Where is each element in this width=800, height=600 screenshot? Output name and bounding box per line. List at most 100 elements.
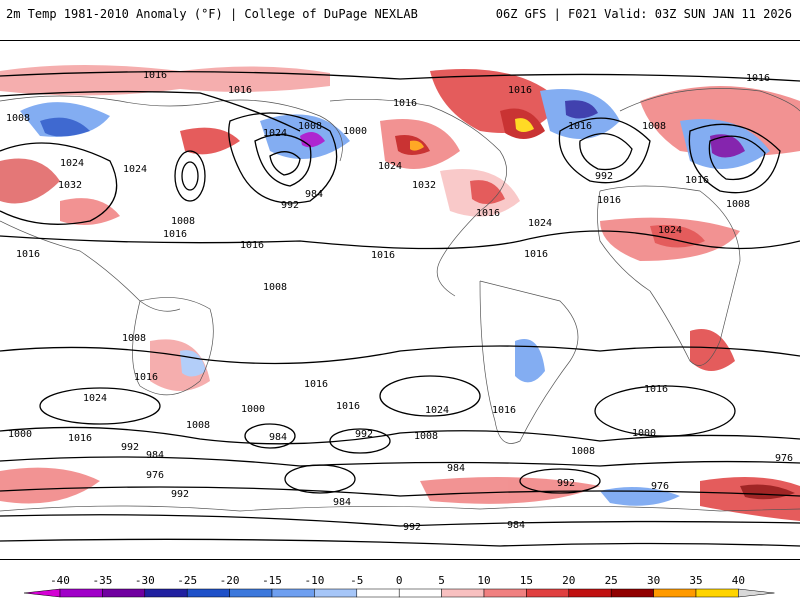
isobar-label: 976 xyxy=(651,481,669,492)
isobar-label: 1008 xyxy=(298,121,322,132)
isobar-label: 1016 xyxy=(685,175,709,186)
isobar-line xyxy=(174,150,206,202)
isobar-label: 1016 xyxy=(163,229,187,240)
map-title: 2m Temp 1981-2010 Anomaly (°F) | College… xyxy=(6,7,418,21)
isobar-label: 1016 xyxy=(393,98,417,109)
south-america-cool xyxy=(515,339,545,383)
isobar-label: 1000 xyxy=(241,404,265,415)
asia-south-coast xyxy=(0,220,181,312)
isobar-label: 1024 xyxy=(378,161,402,172)
colorbar-swatch xyxy=(526,588,570,598)
isobar-label: 984 xyxy=(269,432,287,443)
isobar-label: 1008 xyxy=(414,431,438,442)
isobar-label: 984 xyxy=(305,189,323,200)
colorbar-tick-label: 0 xyxy=(396,574,403,587)
colorbar-tick-label: 35 xyxy=(689,574,702,587)
model-run-info: 06Z GFS | F021 Valid: 03Z SUN JAN 11 202… xyxy=(495,7,792,21)
europe-coast xyxy=(619,88,800,112)
isobar-label: 1016 xyxy=(568,121,592,132)
isobar-label: 992 xyxy=(403,522,421,533)
isobar-label: 1016 xyxy=(644,384,668,395)
isobar-label: 1008 xyxy=(171,216,195,227)
isobar-line xyxy=(0,538,800,547)
kamchatka-warm-anomaly xyxy=(180,127,240,155)
siberia-strong-cold-anomaly xyxy=(40,117,90,137)
colorbar-tick-label: -30 xyxy=(135,574,155,587)
isobar-label: 1008 xyxy=(263,282,287,293)
isobar-line xyxy=(0,486,800,497)
coastlines xyxy=(0,88,800,512)
colorbar-swatch xyxy=(186,588,230,598)
isobar-label: 1016 xyxy=(143,70,167,81)
south-america-coast xyxy=(479,280,579,444)
colorbar-tick-label: -5 xyxy=(350,574,363,587)
isobar-line xyxy=(0,514,800,527)
colorbar-swatch xyxy=(271,588,315,598)
isobar-label: 1016 xyxy=(371,250,395,261)
isobar-line xyxy=(558,117,651,184)
isobar-line xyxy=(0,426,800,445)
colorbar-tick-label: 15 xyxy=(520,574,533,587)
colorbar-tick-label: -10 xyxy=(304,574,324,587)
central-asia-warm-anomaly xyxy=(0,158,60,204)
europe-strong-cold xyxy=(710,134,745,158)
isobar-label: 992 xyxy=(557,478,575,489)
colorbar-max-arrow xyxy=(738,588,775,598)
colorbar-tick-label: -40 xyxy=(50,574,70,587)
australia-warm xyxy=(150,339,210,391)
colorbar-swatch xyxy=(356,588,400,598)
isobar-line xyxy=(0,90,301,132)
isobar-label: 1016 xyxy=(228,85,252,96)
colorbar-swatch xyxy=(59,588,103,598)
isobar-line xyxy=(39,387,161,425)
colorbar-swatch xyxy=(695,588,739,598)
isobar-label: 984 xyxy=(146,450,164,461)
antarctic-warm-central xyxy=(420,477,600,504)
colorbar-tick-label: 10 xyxy=(477,574,490,587)
weather-map: 1016 1016 1016 1016 1016 1008 1024 1008 … xyxy=(0,40,800,560)
isobars xyxy=(0,71,800,547)
colorbar-swatch xyxy=(314,588,358,598)
colorbar-swatch xyxy=(229,588,273,598)
colorbar-swatch xyxy=(568,588,612,598)
isobar-label: 1016 xyxy=(524,249,548,260)
isobar-label: 1032 xyxy=(58,180,82,191)
colorbar-swatch xyxy=(102,588,146,598)
isobar-label: 1024 xyxy=(425,405,449,416)
colorbar-swatch xyxy=(610,588,654,598)
isobar-line xyxy=(0,345,800,365)
isobar-label: 1008 xyxy=(726,199,750,210)
isobar-label: 1024 xyxy=(123,164,147,175)
africa-coast xyxy=(597,185,741,366)
colorbar-svg: -40 -35 -30 -25 -20 -15 -10 -5 0 5 10 15 20 25 30 35 40 xyxy=(23,574,775,598)
colorbar-swatch xyxy=(144,588,188,598)
isobar-label: 992 xyxy=(355,429,373,440)
sahara-strong-warm xyxy=(650,225,705,248)
isobar-label: 1000 xyxy=(8,429,32,440)
south-africa-warm xyxy=(690,329,735,371)
isobar-line xyxy=(228,112,338,204)
isobar-label: 1016 xyxy=(304,379,328,390)
colorbar-tick-label: -35 xyxy=(92,574,112,587)
isobar-label: 1016 xyxy=(476,208,500,219)
colorbar-min-arrow xyxy=(23,588,61,598)
isobar-label: 1024 xyxy=(83,393,107,404)
colorbar-tick-label: 20 xyxy=(562,574,575,587)
isobar-label: 1024 xyxy=(263,128,287,139)
isobar-line xyxy=(519,468,601,494)
isobar-label: 1024 xyxy=(658,225,682,236)
asia-north-coast xyxy=(0,95,343,162)
north-atlantic-strong-cold xyxy=(565,100,598,119)
map-svg: 1016 1016 1016 1016 1016 1008 1024 1008 … xyxy=(0,41,800,559)
isobar-line xyxy=(244,423,296,449)
header-bar: 2m Temp 1981-2010 Anomaly (°F) | College… xyxy=(0,0,800,28)
isobar-label: 1000 xyxy=(343,126,367,137)
australia-coast xyxy=(132,297,214,396)
isobar-label: 1016 xyxy=(16,249,40,260)
canada-extreme-warm xyxy=(410,140,424,151)
isobar-label: 1000 xyxy=(632,428,656,439)
isobar-line xyxy=(269,151,301,176)
isobar-label: 1016 xyxy=(336,401,360,412)
isobar-line xyxy=(254,134,312,187)
isobar-label: 1008 xyxy=(571,446,595,457)
